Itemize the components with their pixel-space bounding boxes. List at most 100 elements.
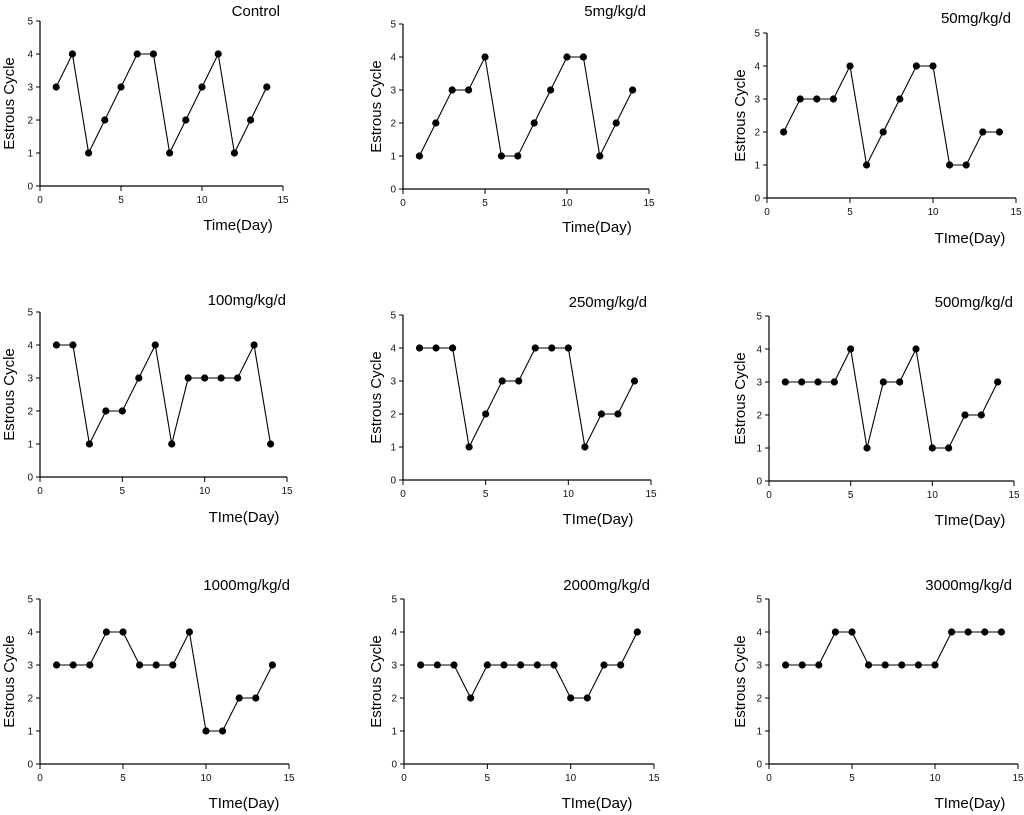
- data-point: [583, 694, 591, 702]
- x-tick-label: 10: [196, 195, 208, 206]
- data-point: [863, 161, 871, 169]
- x-tick-label: 15: [277, 195, 289, 206]
- x-axis-label: TIme(Day): [563, 511, 634, 528]
- y-tick-label: 0: [391, 760, 397, 771]
- chart-panel-8: 0 1 2 3 4 5 0 5 10 15 2000mg/kg/d Estrous Cycle TIme…: [368, 577, 660, 812]
- data-point: [169, 661, 177, 669]
- y-tick-label: 0: [754, 194, 760, 205]
- data-point: [266, 440, 275, 448]
- panel-title: 50mg/kg/d: [941, 10, 1011, 27]
- data-point: [865, 661, 873, 669]
- y-axis-label: Estrous Cycle: [732, 352, 749, 445]
- data-point: [465, 86, 473, 94]
- data-point: [500, 661, 508, 669]
- x-tick-label: 10: [200, 773, 212, 784]
- x-tick-label: 10: [565, 773, 577, 784]
- data-point: [149, 50, 157, 58]
- y-tick-label: 5: [27, 595, 33, 606]
- data-point: [912, 62, 921, 70]
- x-axis-label: TIme(Day): [209, 795, 280, 812]
- y-tick-label: 0: [27, 473, 33, 484]
- y-tick-label: 2: [390, 119, 396, 130]
- data-point: [135, 374, 143, 382]
- x-axis-label: TIme(Day): [562, 795, 633, 812]
- y-tick-label: 0: [27, 760, 33, 771]
- y-tick-label: 4: [754, 62, 760, 73]
- data-point: [498, 377, 506, 385]
- y-tick-label: 1: [756, 444, 762, 455]
- data-point: [863, 444, 871, 452]
- data-point: [798, 378, 806, 386]
- data-point: [977, 411, 985, 419]
- series-line: [56, 343, 272, 446]
- y-tick-label: 4: [390, 53, 396, 64]
- chart-panel-4: 0 1 2 3 4 5 0 5 10 15 100mg/kg/d Estrous Cycle TIme(…: [1, 292, 293, 526]
- data-point: [563, 53, 571, 61]
- data-point: [415, 152, 423, 160]
- series-line: [785, 347, 999, 449]
- data-point: [928, 444, 936, 452]
- chart-panel-5: 0 1 2 3 4 5 0 5 10 15 250mg/kg/d Estrous Cycle TIme(…: [368, 294, 657, 528]
- x-tick-label: 10: [561, 198, 573, 209]
- y-tick-label: 3: [27, 661, 33, 672]
- data-point: [482, 410, 490, 418]
- chart-panel-2: 0 1 2 3 4 5 0 5 10 15 5mg/kg/d Estrous Cycle Time(Da…: [368, 3, 655, 236]
- data-point: [995, 128, 1004, 136]
- y-tick-label: 5: [390, 20, 396, 31]
- data-point: [564, 344, 572, 352]
- y-tick-label: 4: [390, 344, 396, 355]
- x-tick-label: 0: [401, 773, 407, 784]
- data-point: [182, 116, 190, 124]
- panel-title: 3000mg/kg/d: [925, 577, 1012, 594]
- y-tick-label: 4: [756, 628, 762, 639]
- x-tick-label: 15: [643, 198, 655, 209]
- data-point: [69, 661, 77, 669]
- y-axis-label: Estrous Cycle: [1, 57, 18, 150]
- chart-panel-9: 0 1 2 3 4 5 0 5 10 15 3000mg/kg/d Estrous Cycle TIme…: [732, 577, 1024, 812]
- data-point: [517, 661, 525, 669]
- data-point: [946, 161, 954, 169]
- panel-title: 500mg/kg/d: [935, 294, 1013, 311]
- data-point: [914, 661, 923, 669]
- x-axis-label: TIme(Day): [935, 230, 1006, 247]
- data-point: [52, 341, 61, 349]
- series-line: [783, 64, 1000, 167]
- data-point: [896, 95, 904, 103]
- data-point: [449, 344, 457, 352]
- y-tick-label: 4: [27, 341, 33, 352]
- y-tick-label: 1: [754, 161, 760, 172]
- data-point: [201, 374, 209, 382]
- data-point: [102, 407, 110, 415]
- data-point: [230, 149, 238, 157]
- data-point: [497, 152, 505, 160]
- data-point: [945, 444, 953, 452]
- y-tick-label: 1: [390, 152, 396, 163]
- panel-title: 2000mg/kg/d: [563, 577, 650, 594]
- y-axis-label: Estrous Cycle: [732, 635, 749, 728]
- data-point: [796, 95, 804, 103]
- y-tick-label: 5: [754, 29, 760, 40]
- data-point: [981, 628, 989, 636]
- data-point: [617, 661, 625, 669]
- x-axis-label: TIme(Day): [935, 512, 1006, 529]
- data-point: [432, 344, 440, 352]
- data-point: [465, 443, 473, 451]
- data-point: [415, 344, 424, 352]
- panel-title: Control: [232, 3, 280, 20]
- data-point: [202, 727, 210, 735]
- data-point: [152, 661, 160, 669]
- data-point: [53, 661, 61, 669]
- data-point: [235, 694, 243, 702]
- data-point: [547, 86, 555, 94]
- y-tick-label: 5: [27, 17, 33, 28]
- data-point: [533, 661, 541, 669]
- series-line: [56, 630, 273, 732]
- data-point: [198, 83, 206, 91]
- data-point: [247, 116, 255, 124]
- series-line: [419, 347, 635, 449]
- y-tick-label: 2: [390, 410, 396, 421]
- data-point: [450, 661, 458, 669]
- data-point: [896, 378, 904, 386]
- data-point: [961, 411, 969, 419]
- x-tick-label: 0: [37, 486, 43, 497]
